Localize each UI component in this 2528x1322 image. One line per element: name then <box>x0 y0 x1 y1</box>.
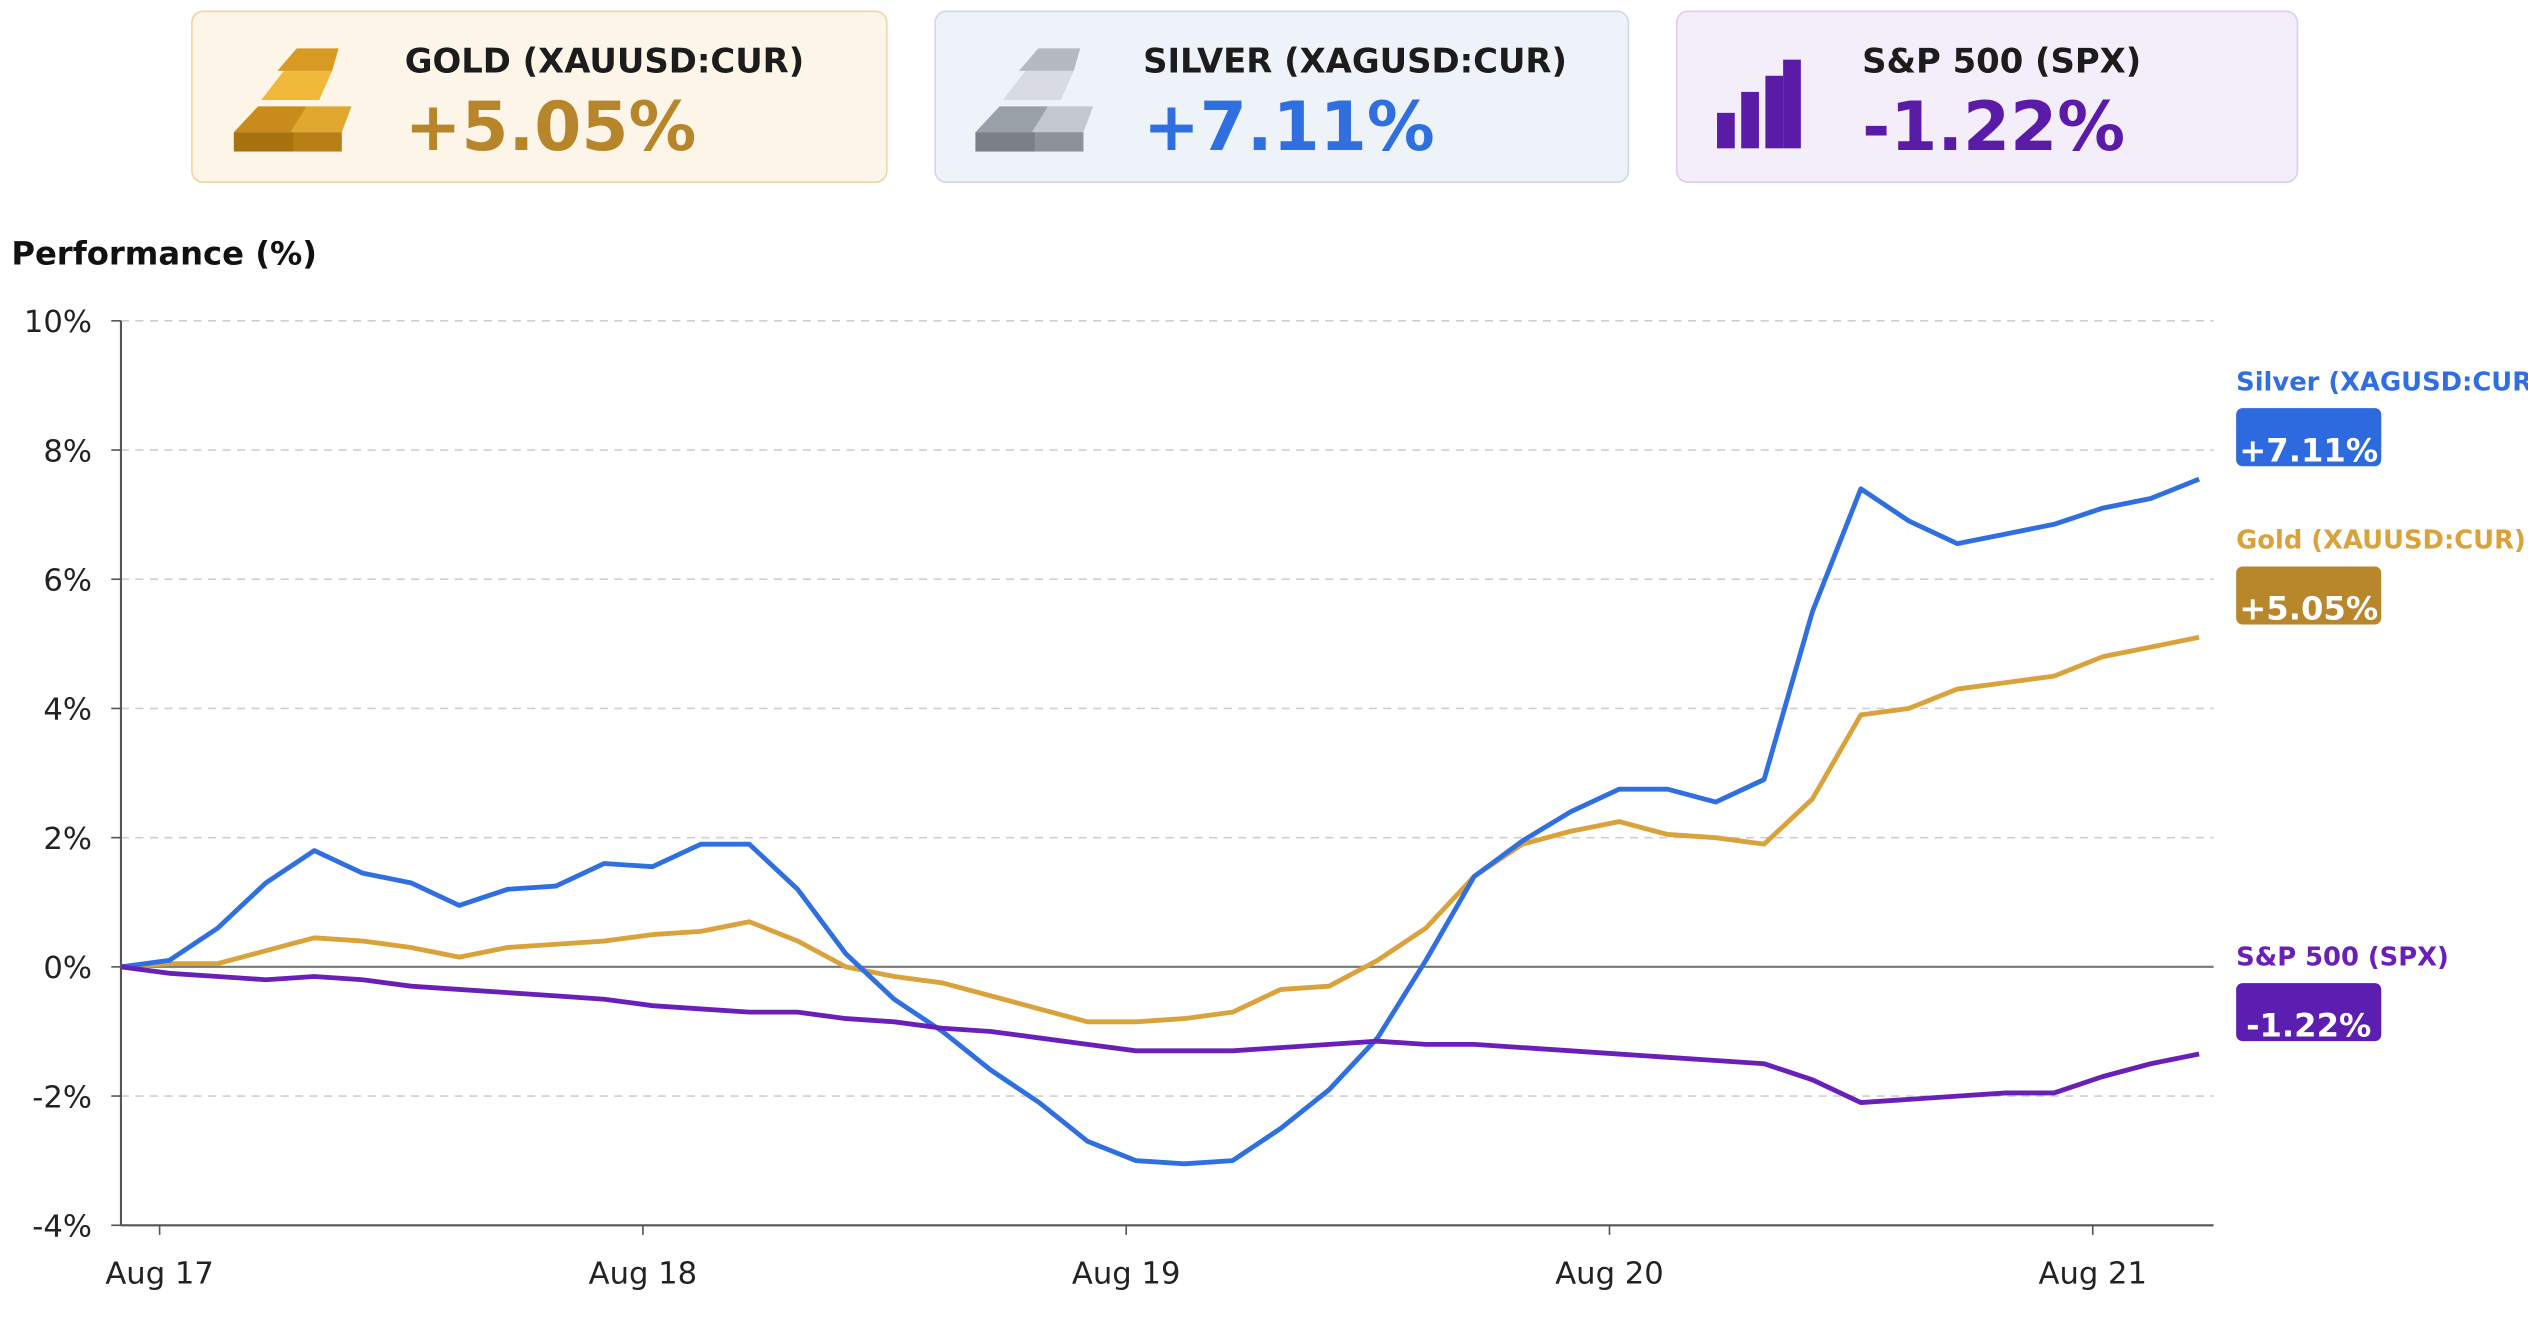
silver-icon <box>975 48 1094 152</box>
silver-card <box>934 10 1630 183</box>
legend-label: S&P 500 (SPX) <box>2236 942 2449 972</box>
legend-label: Gold (XAUUSD:CUR) <box>2236 526 2526 556</box>
x-tick-label: Aug 21 <box>2039 1256 2148 1291</box>
y-tick-label: 2% <box>43 822 92 857</box>
card-value: -1.22% <box>1862 87 2125 166</box>
series-line <box>120 476 2200 1167</box>
card-value: +7.11% <box>1143 87 1435 166</box>
y-tick-label: 4% <box>43 693 92 728</box>
y-tick-label: 6% <box>43 564 92 599</box>
x-tick-label: Aug 20 <box>1555 1256 1664 1291</box>
y-tick-label: 0% <box>43 951 92 986</box>
gold-card <box>191 10 888 183</box>
series-line <box>120 634 2200 1025</box>
x-tick-label: Aug 17 <box>105 1256 214 1291</box>
y-tick-label: -2% <box>32 1080 92 1115</box>
card-value: +5.05% <box>405 87 697 166</box>
x-tick-label: Aug 18 <box>589 1256 698 1291</box>
badge-label: +5.05% <box>2239 590 2378 628</box>
series-line <box>120 964 2200 1105</box>
y-tick-label: -4% <box>32 1210 92 1245</box>
legend-label: Silver (XAGUSD:CUR) <box>2236 367 2528 397</box>
y-tick-label: 10% <box>24 305 92 340</box>
x-tick-label: Aug 19 <box>1072 1256 1181 1291</box>
card-title: S&P 500 (SPX) <box>1862 42 2141 81</box>
gold-icon <box>233 48 352 152</box>
card-title: GOLD (XAUUSD:CUR) <box>405 42 805 81</box>
badge <box>2236 408 2382 467</box>
spx-card <box>1675 10 2299 183</box>
badge <box>2236 566 2382 625</box>
badge-label: +7.11% <box>2239 431 2378 469</box>
y-axis-title: Performance (%) <box>11 234 317 272</box>
card-title: SILVER (XAGUSD:CUR) <box>1143 42 1567 81</box>
badge <box>2236 983 2382 1042</box>
spx-icon <box>1717 59 1801 149</box>
badge-label: -1.22% <box>2246 1006 2371 1044</box>
y-tick-label: 8% <box>43 434 92 469</box>
